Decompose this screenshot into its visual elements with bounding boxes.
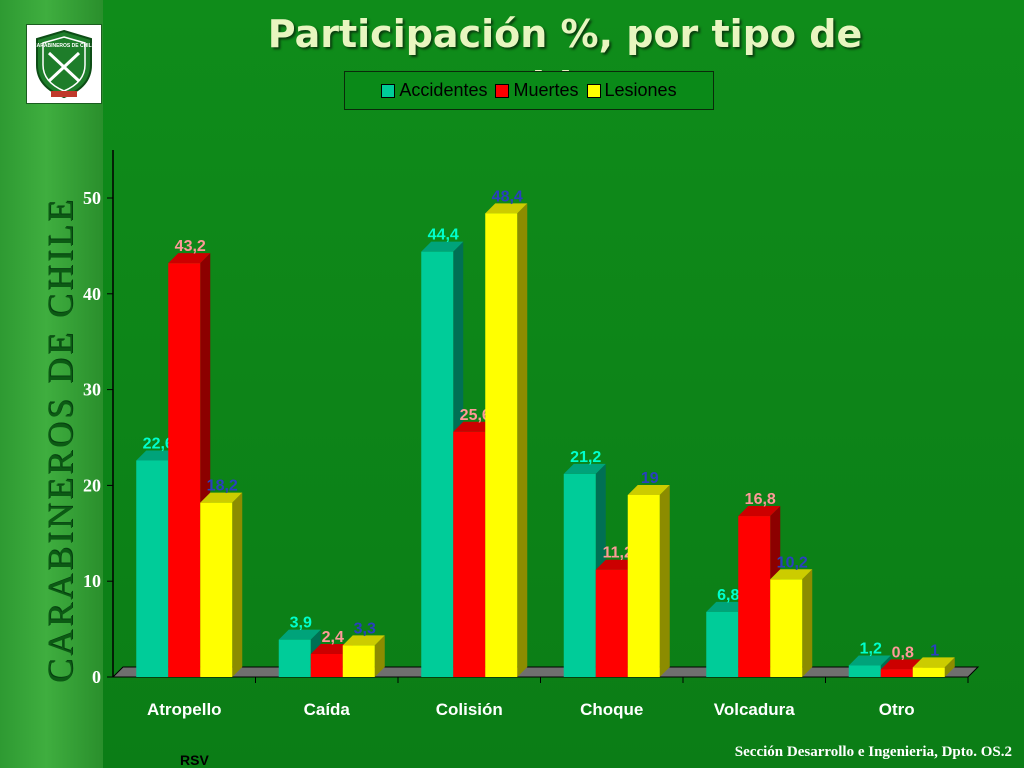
bar-accidentes-0 bbox=[136, 460, 169, 677]
bar-lesiones-3 bbox=[627, 494, 660, 677]
chart-floor bbox=[111, 666, 980, 678]
data-label: 16,8 bbox=[745, 491, 776, 508]
data-label: 25,6 bbox=[460, 407, 491, 424]
bar-top bbox=[880, 659, 923, 670]
legend-item-muertes: Muertes bbox=[495, 80, 579, 101]
legend-swatch-lesiones bbox=[586, 83, 601, 98]
bar-lesiones-0 bbox=[200, 502, 233, 677]
x-category-label: Choque bbox=[580, 700, 643, 719]
bar-muertes-0 bbox=[168, 263, 201, 677]
data-label: 3,9 bbox=[290, 615, 312, 632]
bar-top bbox=[310, 644, 353, 655]
bar-top bbox=[738, 506, 781, 517]
legend-item-accidentes: Accidentes bbox=[381, 80, 487, 101]
legend-swatch-accidentes bbox=[381, 83, 396, 98]
bar-accidentes-3 bbox=[563, 473, 596, 677]
bar-lesiones-5 bbox=[912, 667, 945, 677]
carabineros-shield-icon: CARABINEROS DE CHILE bbox=[33, 29, 96, 99]
bar-side bbox=[802, 569, 813, 677]
bar-top bbox=[421, 241, 464, 252]
data-label: 44,4 bbox=[428, 227, 459, 244]
bar-muertes-1 bbox=[310, 654, 343, 677]
bar-side bbox=[517, 203, 528, 677]
data-label: 48,4 bbox=[492, 188, 523, 205]
x-category-label: Atropello bbox=[147, 700, 222, 719]
sidebar-band: CARABINEROS DE CHILE CARABINEROS DE CHIL… bbox=[0, 0, 103, 768]
y-tick-label: 10 bbox=[83, 571, 101, 591]
data-label: 0,8 bbox=[892, 644, 914, 661]
legend-item-lesiones: Lesiones bbox=[586, 80, 677, 101]
data-label: 2,4 bbox=[322, 629, 344, 646]
legend-swatch-muertes bbox=[495, 83, 510, 98]
y-tick-label: 0 bbox=[92, 667, 101, 687]
data-label: 10,2 bbox=[777, 554, 808, 571]
x-category-label: Caída bbox=[304, 700, 351, 719]
bar-accidentes-4 bbox=[706, 611, 739, 677]
data-label: 19 bbox=[641, 470, 659, 487]
data-label: 3,3 bbox=[354, 620, 376, 637]
bar-top bbox=[595, 559, 638, 570]
bar-side bbox=[659, 484, 670, 677]
legend-label-muertes: Muertes bbox=[513, 80, 579, 100]
bar-top bbox=[627, 484, 670, 495]
bar-side bbox=[944, 657, 955, 677]
data-label: 1 bbox=[930, 642, 939, 659]
bar-lesiones-4 bbox=[770, 579, 803, 677]
bar-top bbox=[168, 253, 211, 264]
logo: CARABINEROS DE CHILE bbox=[26, 24, 102, 104]
data-label: 22,6 bbox=[143, 435, 174, 452]
bar-accidentes-1 bbox=[278, 639, 311, 677]
data-label: 18,2 bbox=[207, 478, 238, 495]
chart-legend: Accidentes Muertes Lesiones bbox=[344, 71, 714, 110]
bar-top bbox=[485, 203, 528, 214]
bar-lesiones-1 bbox=[342, 645, 375, 677]
bar-top bbox=[706, 601, 749, 612]
y-tick-label: 40 bbox=[83, 284, 101, 304]
data-label: 11,2 bbox=[603, 545, 633, 562]
bar-top bbox=[848, 655, 891, 666]
bar-lesiones-2 bbox=[485, 213, 518, 677]
bar-muertes-2 bbox=[453, 431, 486, 677]
x-category-label: Colisión bbox=[436, 700, 503, 719]
bar-top bbox=[912, 657, 955, 668]
bar-side bbox=[374, 635, 385, 677]
footer-right-text: Sección Desarrollo e Ingenieria, Dpto. O… bbox=[734, 744, 1012, 760]
bar-top bbox=[453, 421, 496, 432]
bar-top bbox=[770, 569, 813, 580]
x-category-label: Otro bbox=[879, 700, 915, 719]
logo-text: CARABINEROS DE CHILE bbox=[33, 43, 96, 49]
bar-top bbox=[136, 450, 179, 461]
bar-top bbox=[200, 492, 243, 503]
data-label: 1,2 bbox=[860, 641, 882, 658]
data-label: 21,2 bbox=[570, 449, 601, 466]
y-tick-label: 30 bbox=[83, 380, 101, 400]
bar-top bbox=[342, 635, 385, 646]
footer-left-text: RSV bbox=[180, 752, 209, 768]
bar-accidentes-2 bbox=[421, 251, 454, 677]
y-tick-label: 50 bbox=[83, 188, 101, 208]
bar-muertes-3 bbox=[595, 569, 628, 677]
bar-side bbox=[232, 492, 243, 677]
bar-top bbox=[278, 629, 321, 640]
data-label: 43,2 bbox=[175, 238, 206, 255]
x-category-label: Volcadura bbox=[714, 700, 795, 719]
bar-accidentes-5 bbox=[848, 665, 881, 677]
legend-label-accidentes: Accidentes bbox=[399, 80, 488, 100]
y-tick-label: 20 bbox=[83, 475, 101, 495]
data-label: 6,8 bbox=[717, 587, 739, 604]
bar-top bbox=[563, 463, 606, 474]
bar-muertes-4 bbox=[738, 516, 771, 677]
legend-label-lesiones: Lesiones bbox=[604, 80, 677, 100]
bar-muertes-5 bbox=[880, 669, 913, 677]
